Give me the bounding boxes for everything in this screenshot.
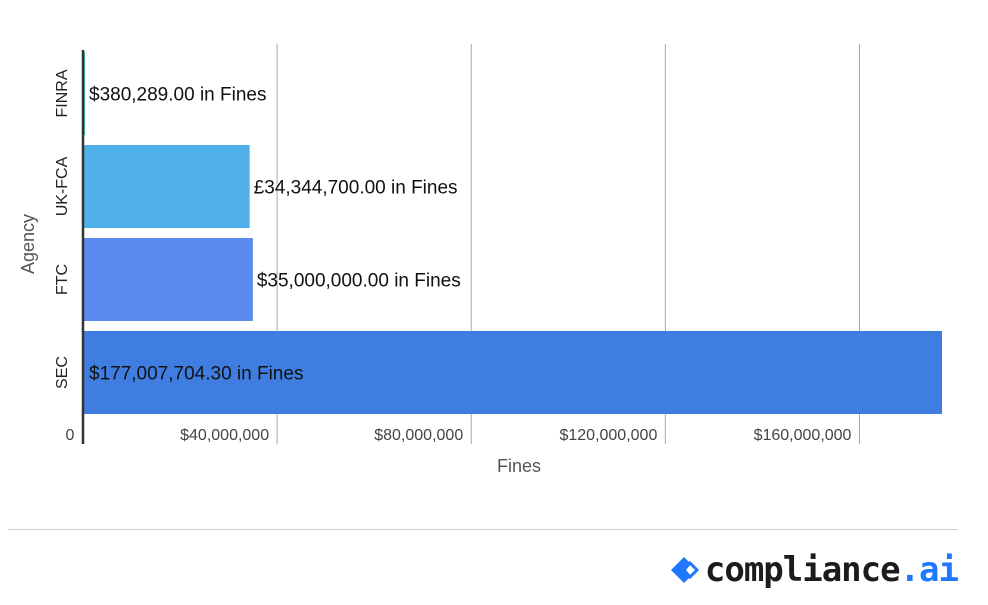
y-axis-title: Agency bbox=[18, 214, 38, 274]
data-label-ftc: $35,000,000.00 in Fines bbox=[257, 271, 461, 292]
data-label-uk-fca: £34,344,700.00 in Fines bbox=[254, 178, 458, 199]
x-tick-label-3: $120,000,000 bbox=[559, 427, 657, 444]
bar-ftc bbox=[83, 238, 253, 321]
x-tick-label-0: 0 bbox=[66, 427, 75, 444]
data-label-finra: $380,289.00 in Fines bbox=[89, 85, 266, 106]
data-label-sec: $177,007,704.30 in Fines bbox=[89, 364, 303, 385]
compliance-logo-icon bbox=[670, 557, 699, 583]
bar-chart: $380,289.00 in Fines FINRA £34,344,700.00 … bbox=[18, 44, 942, 476]
x-tick-label-1: $40,000,000 bbox=[180, 427, 269, 444]
footer-divider bbox=[8, 529, 958, 530]
bar-uk-fca bbox=[83, 145, 250, 228]
category-label-uk-fca: UK-FCA bbox=[54, 156, 71, 216]
brand-name-text: compliance.ai bbox=[704, 550, 959, 590]
brand-name: compliance bbox=[704, 550, 901, 590]
bar-sec bbox=[83, 331, 942, 414]
category-label-sec: SEC bbox=[54, 356, 71, 389]
brand-tld: .ai bbox=[899, 550, 959, 590]
x-axis-title: Fines bbox=[497, 456, 541, 476]
brand-logo: compliance.ai bbox=[667, 548, 959, 592]
category-label-ftc: FTC bbox=[54, 264, 71, 295]
x-tick-label-4: $160,000,000 bbox=[754, 427, 852, 444]
x-tick-label-2: $80,000,000 bbox=[374, 427, 463, 444]
category-label-finra: FINRA bbox=[54, 69, 71, 117]
